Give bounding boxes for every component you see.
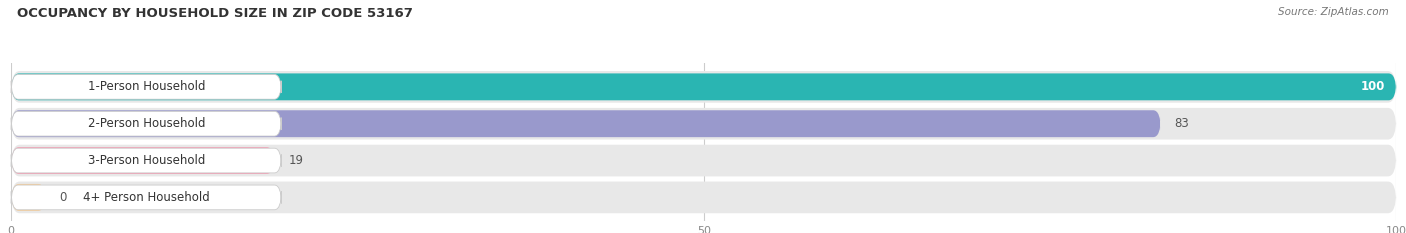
Text: 83: 83 (1174, 117, 1189, 130)
Text: 4+ Person Household: 4+ Person Household (83, 191, 209, 204)
FancyBboxPatch shape (11, 71, 1396, 103)
FancyBboxPatch shape (11, 184, 46, 211)
Text: 19: 19 (288, 154, 304, 167)
FancyBboxPatch shape (11, 145, 1396, 176)
FancyBboxPatch shape (11, 185, 281, 210)
FancyBboxPatch shape (11, 73, 1396, 100)
Text: 1-Person Household: 1-Person Household (87, 80, 205, 93)
Text: 0: 0 (59, 191, 67, 204)
FancyBboxPatch shape (11, 108, 1396, 140)
Text: 2-Person Household: 2-Person Household (87, 117, 205, 130)
FancyBboxPatch shape (11, 148, 281, 173)
Text: 3-Person Household: 3-Person Household (87, 154, 205, 167)
FancyBboxPatch shape (11, 75, 281, 99)
FancyBboxPatch shape (11, 110, 1161, 137)
FancyBboxPatch shape (11, 111, 281, 136)
Text: Source: ZipAtlas.com: Source: ZipAtlas.com (1278, 7, 1389, 17)
Text: 100: 100 (1361, 80, 1385, 93)
FancyBboxPatch shape (11, 147, 274, 174)
FancyBboxPatch shape (11, 182, 1396, 213)
Text: OCCUPANCY BY HOUSEHOLD SIZE IN ZIP CODE 53167: OCCUPANCY BY HOUSEHOLD SIZE IN ZIP CODE … (17, 7, 413, 20)
